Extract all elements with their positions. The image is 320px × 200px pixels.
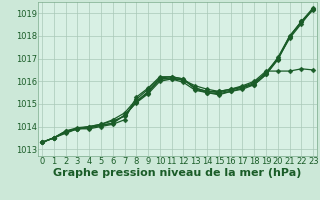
X-axis label: Graphe pression niveau de la mer (hPa): Graphe pression niveau de la mer (hPa) xyxy=(53,168,302,178)
